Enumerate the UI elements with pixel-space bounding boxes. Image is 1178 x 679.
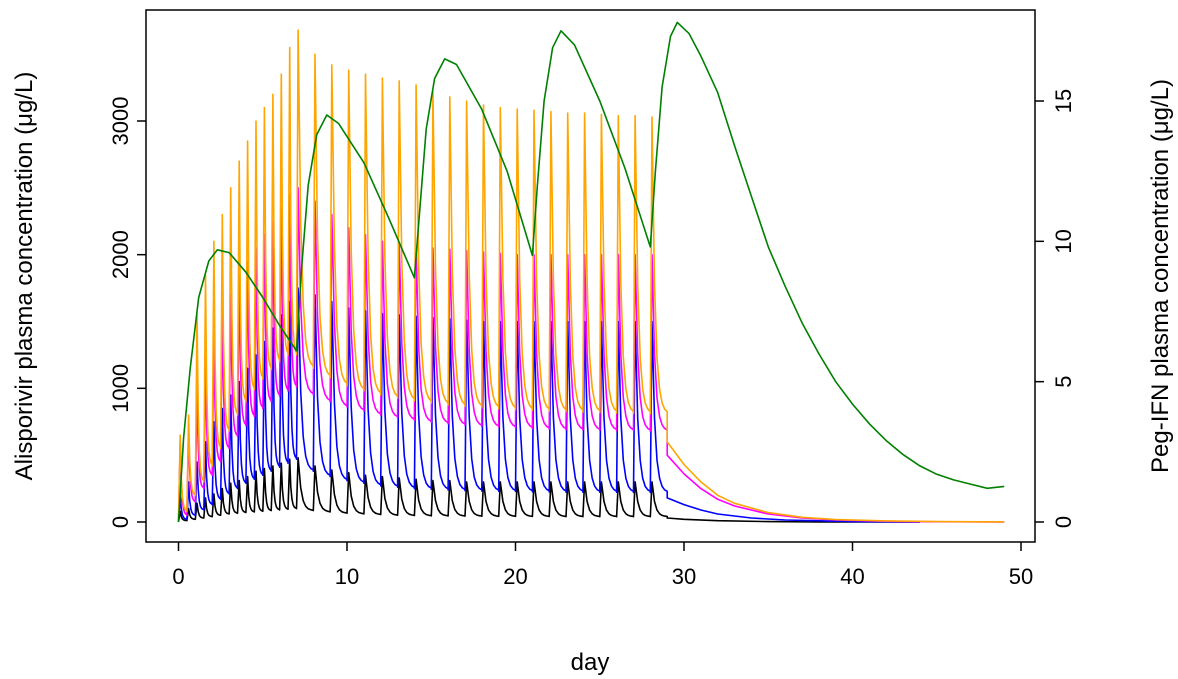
x-tick-label: 30 — [672, 564, 696, 589]
orange-series-line — [177, 29, 1005, 523]
left-y-tick-label: 0 — [108, 516, 133, 528]
x-tick-label: 20 — [503, 564, 527, 589]
axes-layer: 0 10 20 30 40 50 0 1000 2000 3000 0 5 10 15 — [108, 89, 1076, 589]
blue-series-line — [177, 287, 920, 523]
left-y-tick-label: 3000 — [108, 97, 133, 146]
left-y-axis-title: Alisporivir plasma concentration (μg/L) — [11, 72, 38, 481]
green-series-line — [177, 21, 1005, 523]
x-tick-label: 50 — [1009, 564, 1033, 589]
x-tick-label: 10 — [335, 564, 359, 589]
right-y-tick-label: 0 — [1051, 516, 1076, 528]
right-y-tick-label: 5 — [1051, 376, 1076, 388]
left-y-tick-label: 2000 — [108, 230, 133, 279]
right-y-tick-label: 10 — [1051, 229, 1076, 253]
right-y-tick-label: 15 — [1051, 89, 1076, 113]
left-y-tick-label: 1000 — [108, 364, 133, 413]
x-tick-label: 0 — [172, 564, 184, 589]
plot-frame — [145, 9, 1036, 543]
series-layer — [177, 21, 1005, 523]
x-tick-label: 40 — [840, 564, 864, 589]
right-y-axis-title: Peg-IFN plasma concentration (μg/L) — [1147, 79, 1174, 473]
x-axis-title: day — [571, 649, 610, 676]
black-series-line — [177, 457, 920, 523]
